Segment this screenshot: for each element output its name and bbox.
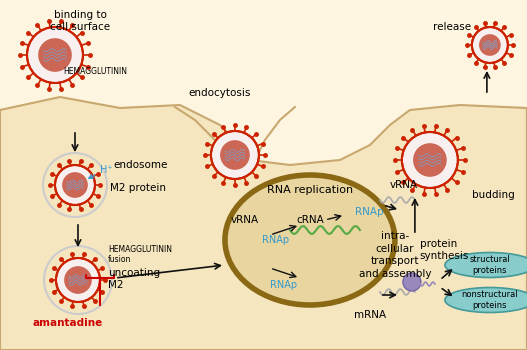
Circle shape xyxy=(414,144,446,176)
Circle shape xyxy=(403,273,421,291)
Circle shape xyxy=(55,165,95,205)
Text: budding: budding xyxy=(472,190,515,200)
Circle shape xyxy=(221,141,249,169)
Text: vRNA: vRNA xyxy=(390,180,418,190)
Text: endocytosis: endocytosis xyxy=(189,88,251,98)
Text: RNA replication: RNA replication xyxy=(267,185,353,195)
Text: binding to
cell surface: binding to cell surface xyxy=(50,10,110,32)
Circle shape xyxy=(480,35,500,55)
Circle shape xyxy=(27,27,83,83)
Text: mRNA: mRNA xyxy=(354,310,386,320)
PathPatch shape xyxy=(0,97,527,350)
Text: HEMAGGLUTININ: HEMAGGLUTININ xyxy=(63,67,127,76)
Text: intra-
cellular
transport
and assembly: intra- cellular transport and assembly xyxy=(359,231,431,279)
Circle shape xyxy=(402,132,458,188)
Circle shape xyxy=(63,173,87,197)
Ellipse shape xyxy=(445,287,527,313)
Ellipse shape xyxy=(445,252,527,278)
Text: RNAp: RNAp xyxy=(355,207,384,217)
Text: RNAp: RNAp xyxy=(270,280,297,290)
Circle shape xyxy=(39,39,71,71)
Text: RNAp: RNAp xyxy=(262,235,289,245)
Circle shape xyxy=(65,267,91,293)
Text: vRNA: vRNA xyxy=(231,215,259,225)
Text: structural
proteins: structural proteins xyxy=(470,255,510,275)
Text: nonstructural
proteins: nonstructural proteins xyxy=(462,290,518,310)
Ellipse shape xyxy=(225,175,395,305)
Text: M2 protein: M2 protein xyxy=(110,183,166,193)
Circle shape xyxy=(472,27,508,63)
Text: uncoating
M2: uncoating M2 xyxy=(108,268,160,289)
Circle shape xyxy=(56,258,100,302)
Text: endosome: endosome xyxy=(113,160,168,170)
Text: amantadine: amantadine xyxy=(33,318,103,328)
Text: release: release xyxy=(433,22,471,32)
Circle shape xyxy=(211,131,259,179)
Text: HEMAGGLUTININ
fusion: HEMAGGLUTININ fusion xyxy=(108,245,172,264)
Text: H⁺: H⁺ xyxy=(89,165,113,178)
Text: protein
synthesis: protein synthesis xyxy=(420,239,469,261)
Text: cRNA: cRNA xyxy=(296,215,324,225)
